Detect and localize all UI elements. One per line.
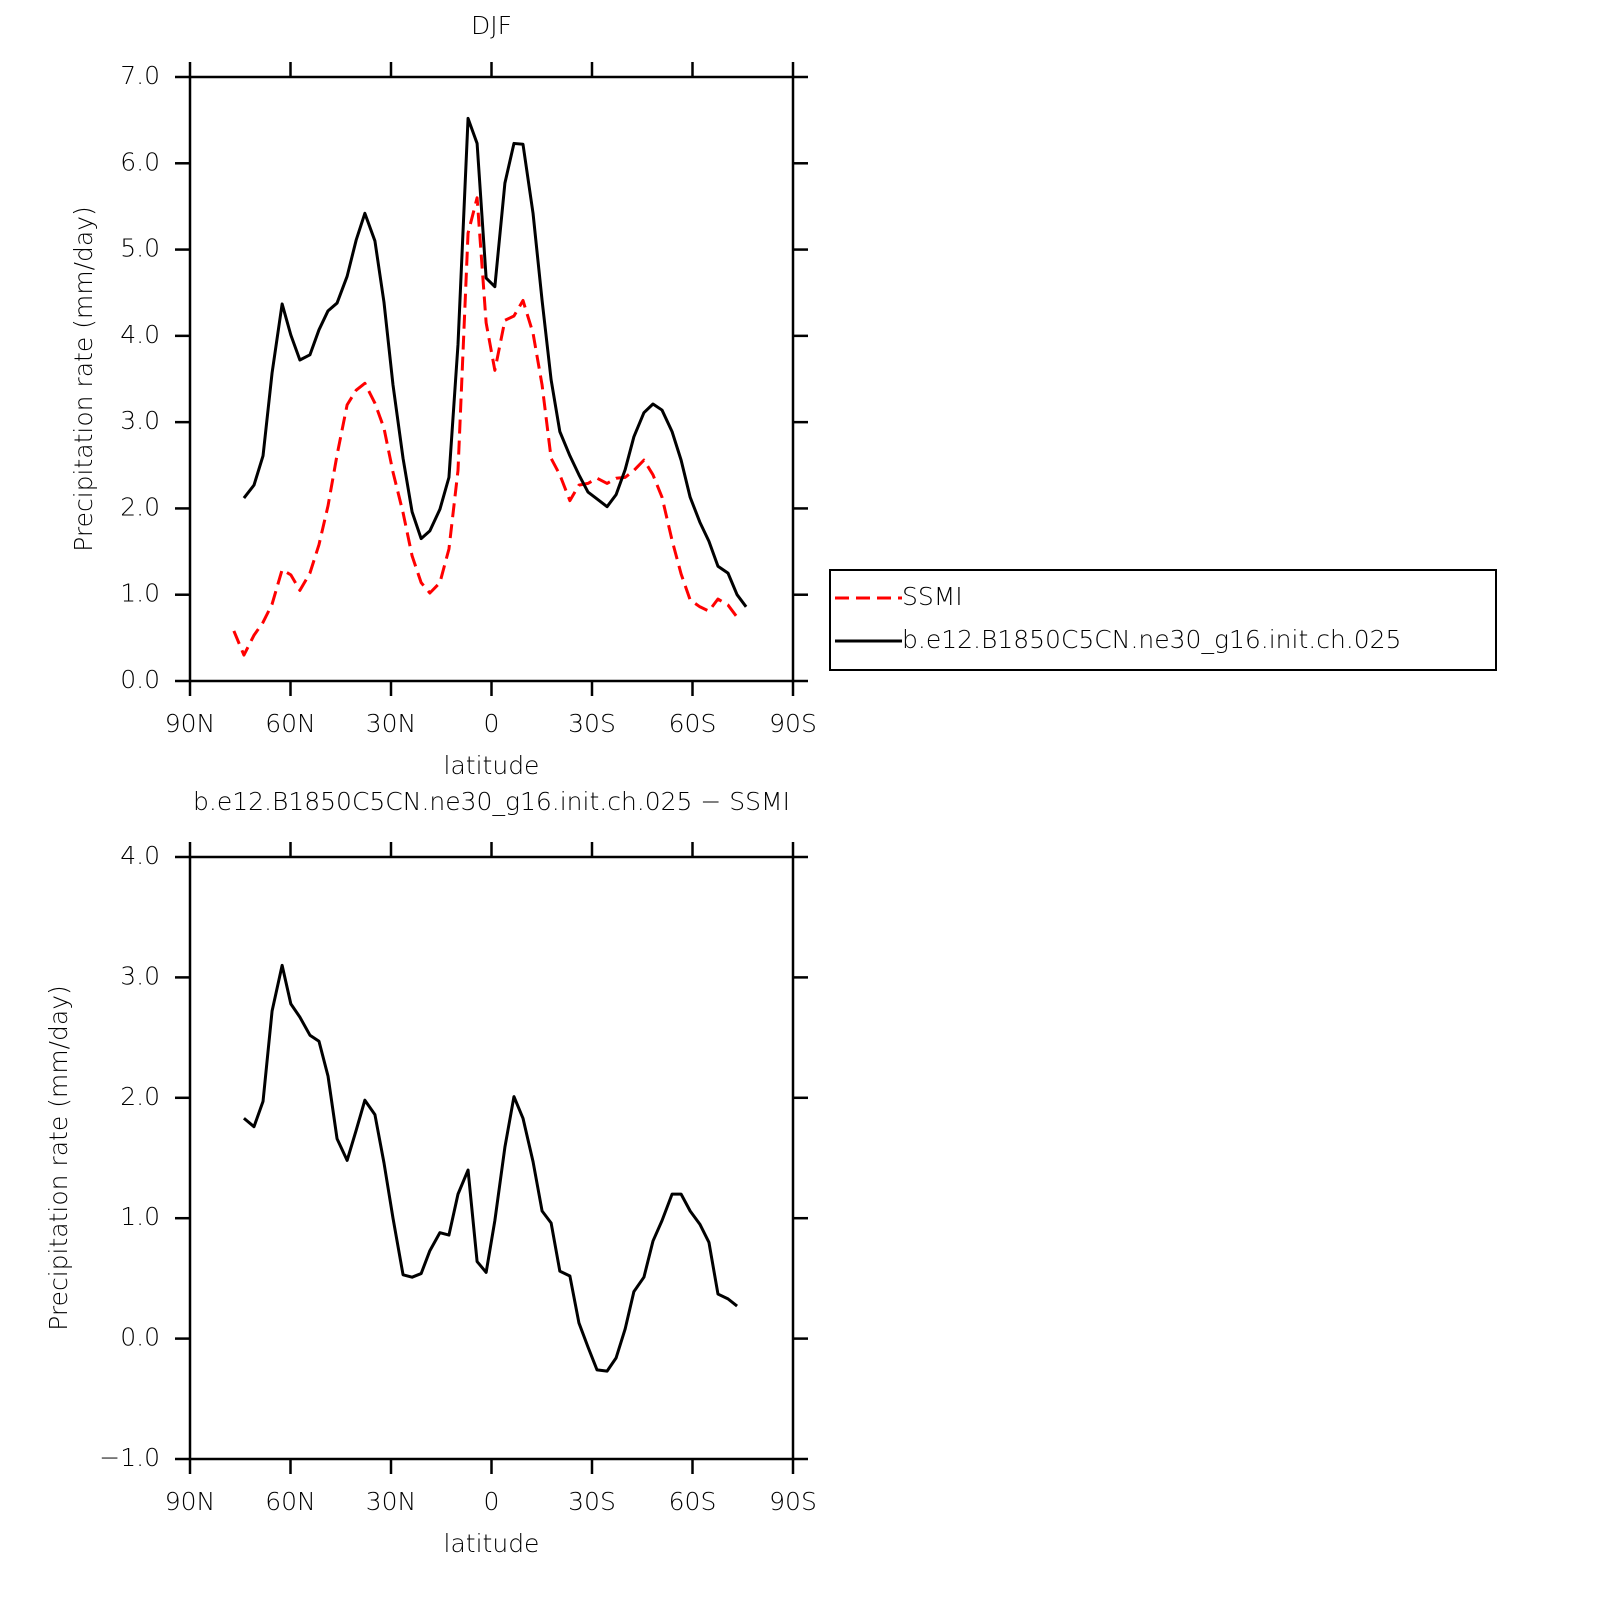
x-tick-label: 60S (669, 1487, 717, 1516)
legend-label: SSMI (902, 582, 963, 611)
x-tick-label: 30N (366, 709, 417, 738)
legend-box (829, 569, 1497, 671)
chart-title: b.e12.B1850C5CN.ne30_g16.init.ch.025 − S… (193, 787, 790, 816)
y-tick-label: 3.0 (120, 961, 160, 990)
x-tick-label: 90N (165, 1487, 216, 1516)
y-tick-label: 4.0 (120, 320, 160, 349)
data-line (242, 963, 738, 1373)
legend-label: b.e12.B1850C5CN.ne30_g16.init.ch.025 (902, 625, 1401, 654)
x-tick-label: 0 (484, 709, 500, 738)
y-tick-label: 4.0 (120, 841, 160, 870)
x-tick-label: 60S (669, 709, 717, 738)
y-tick-label: 7.0 (120, 61, 160, 90)
x-axis-label: latitude (444, 1529, 540, 1558)
y-tick-label: 0.0 (120, 665, 160, 694)
x-tick-label: 90S (769, 709, 817, 738)
data-line (242, 116, 748, 608)
x-tick-label: 30S (568, 1487, 616, 1516)
plot-frame (188, 855, 795, 1461)
y-tick-label: 1.0 (120, 579, 160, 608)
y-axis-label: Precipitation rate (mm/day) (44, 985, 73, 1331)
y-tick-label: 3.0 (120, 406, 160, 435)
y-tick-label: 6.0 (120, 147, 160, 176)
legend: SSMI b.e12.B1850C5CN.ne30_g16.init.ch.025 (829, 569, 1497, 671)
x-tick-label: 90S (769, 1487, 817, 1516)
x-tick-label: 0 (484, 1487, 500, 1516)
x-tick-label: 90N (165, 709, 216, 738)
plot-frame (188, 75, 795, 683)
y-tick-label: 0.0 (120, 1323, 160, 1352)
chart-title: DJF (471, 11, 512, 40)
y-tick-label: 5.0 (120, 234, 160, 263)
x-tick-label: 30N (366, 1487, 417, 1516)
y-tick-label: 2.0 (120, 492, 160, 521)
data-line (232, 196, 739, 657)
y-tick-label: 1.0 (120, 1202, 160, 1231)
x-axis-label: latitude (444, 751, 540, 780)
y-axis-label: Precipitation rate (mm/day) (69, 206, 98, 552)
x-tick-label: 60N (265, 709, 316, 738)
x-tick-label: 60N (265, 1487, 316, 1516)
y-tick-label: 2.0 (120, 1082, 160, 1111)
y-tick-label: −1.0 (99, 1443, 160, 1472)
x-tick-label: 30S (568, 709, 616, 738)
